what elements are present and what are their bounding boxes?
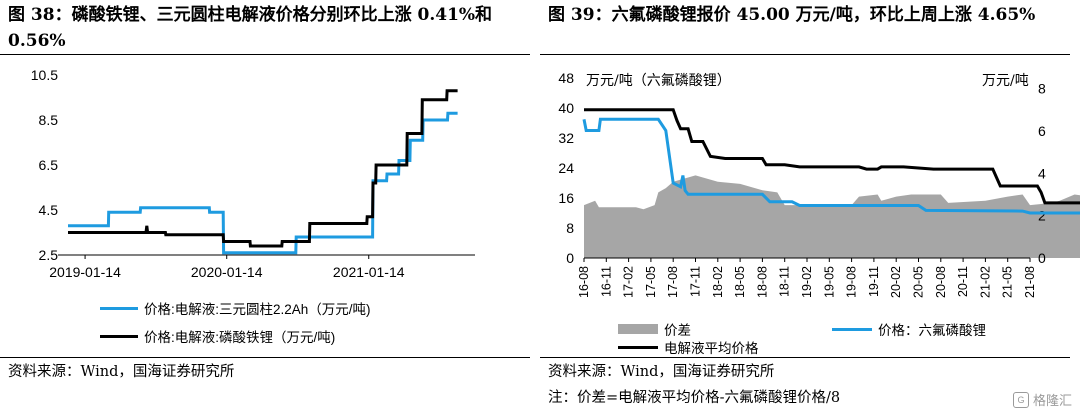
right-y-tick-label: 0 <box>566 250 574 266</box>
right-y2-tick-label: 0 <box>1038 250 1046 266</box>
right-y-tick-label: 8 <box>566 220 574 236</box>
right-y2-tick-label: 6 <box>1038 123 1046 139</box>
right-y2-tick-label: 8 <box>1038 81 1046 97</box>
left-legend-label-1: 价格:电解液:三元圆柱2.2Ah（万元/吨) <box>144 302 371 317</box>
left-source-rule <box>0 357 530 358</box>
right-legend-label-3: 电解液平均价格 <box>664 341 759 356</box>
right-figure-title: 图 39：六氟磷酸锂报价 45.00 万元/吨，环比上周上涨 4.65% <box>548 5 1036 25</box>
left-figure-title: 图 38：磷酸铁锂、三元圆柱电解液价格分别环比上涨 0.41%和 0.56% <box>8 5 493 51</box>
left-legend-label-2: 价格:电解液:磷酸铁锂（万元/吨) <box>144 330 336 345</box>
right-y2-tick-label: 2 <box>1038 208 1046 224</box>
right-x-tick-label: 20-08 <box>934 266 948 298</box>
right-left-axis-unit: 万元/吨（六氟磷酸锂） <box>586 73 731 89</box>
right-series-area-spread <box>584 175 1080 258</box>
right-x-tick-label: 19-08 <box>845 266 859 298</box>
right-legend-item-1: 价差 <box>618 319 691 339</box>
right-x-tick-label: 19-05 <box>822 266 836 298</box>
right-source-rule <box>540 357 1070 358</box>
right-y-tick-label: 40 <box>558 100 574 116</box>
left-y-tick-label: 4.5 <box>39 202 59 218</box>
watermark: G 格隆汇 <box>1012 390 1072 409</box>
right-x-tick-label: 18-08 <box>755 266 769 298</box>
right-x-tick-label: 17-11 <box>689 266 703 297</box>
right-x-tick-label: 17-05 <box>644 266 658 298</box>
left-series-line-2 <box>68 89 458 248</box>
right-legend-item-3: 电解液平均价格 <box>618 337 759 357</box>
left-legend-item-1: 价格:电解液:三元圆柱2.2Ah（万元/吨) <box>100 298 371 318</box>
right-x-tick-label: 18-05 <box>733 266 747 298</box>
right-legend-swatch-1 <box>618 324 658 334</box>
right-y-tick-label: 48 <box>558 70 574 86</box>
right-x-tick-label: 19-02 <box>800 266 814 298</box>
right-right-axis-unit: 万元/吨 <box>982 73 1029 89</box>
right-legend-label-1: 价差 <box>664 323 691 338</box>
right-x-tick-label: 17-08 <box>666 266 680 298</box>
right-x-tick-label: 21-05 <box>1001 266 1015 298</box>
right-title-rule <box>540 54 1070 55</box>
right-series-line-lipf6 <box>582 117 1080 215</box>
left-figure-panel: 图 38：磷酸铁锂、三元圆柱电解液价格分别环比上涨 0.41%和 0.56% 2… <box>0 0 538 413</box>
right-y-tick-label: 32 <box>558 130 574 146</box>
right-x-tick-label: 18-02 <box>711 266 725 298</box>
watermark-text: 格隆汇 <box>1032 393 1072 408</box>
left-legend-swatch-2 <box>100 334 138 338</box>
right-x-tick-label: 21-08 <box>1023 266 1037 298</box>
right-legend-item-2: 价格：六氟磷酸锂 <box>832 319 986 339</box>
left-y-tick-label: 2.5 <box>39 247 59 263</box>
right-legend-swatch-2 <box>832 327 872 331</box>
left-y-tick-label: 6.5 <box>39 157 59 173</box>
right-x-tick-label: 18-11 <box>778 266 792 297</box>
right-legend-swatch-3 <box>618 345 658 349</box>
right-x-tick-label: 20-02 <box>889 266 903 298</box>
right-x-tick-label: 16-08 <box>577 266 591 298</box>
right-x-tick-label: 21-02 <box>978 266 992 298</box>
right-x-tick-label: 19-11 <box>867 266 881 297</box>
left-x-tick-label: 2021-01-14 <box>333 264 405 280</box>
left-x-tick-label: 2020-01-14 <box>191 264 263 280</box>
left-legend-swatch-1 <box>100 306 138 310</box>
right-x-tick-label: 16-11 <box>599 266 613 297</box>
right-source-text: 资料来源：Wind，国海证券研究所 <box>548 364 775 380</box>
watermark-logo-icon: G <box>1012 391 1029 408</box>
right-x-tick-label: 20-05 <box>912 266 926 298</box>
right-y2-tick-label: 4 <box>1038 165 1046 181</box>
right-y-tick-label: 24 <box>558 160 574 176</box>
left-y-tick-label: 10.5 <box>31 67 58 83</box>
right-x-tick-label: 17-02 <box>622 266 636 298</box>
left-x-tick-label: 2019-01-14 <box>49 264 121 280</box>
right-series-line-electrolyte <box>584 108 1080 205</box>
right-legend-label-2: 价格：六氟磷酸锂 <box>878 323 986 338</box>
right-figure-panel: 图 39：六氟磷酸锂报价 45.00 万元/吨，环比上周上涨 4.65% 万元/… <box>540 0 1080 413</box>
left-chart-svg: 2.5 4.5 6.5 8.5 10.5 2019-01-14 2020-01-14 2021… <box>31 67 475 280</box>
right-x-tick-label: 20-11 <box>956 266 970 297</box>
left-source-text: 资料来源：Wind，国海证券研究所 <box>8 364 235 380</box>
left-y-tick-label: 8.5 <box>39 112 59 128</box>
left-title-rule <box>0 54 530 55</box>
right-note-text: 注：价差=电解液平均价格-六氟磷酸锂价格/8 <box>548 390 841 406</box>
right-y-tick-label: 16 <box>558 190 574 206</box>
left-legend-item-2: 价格:电解液:磷酸铁锂（万元/吨) <box>100 326 335 346</box>
